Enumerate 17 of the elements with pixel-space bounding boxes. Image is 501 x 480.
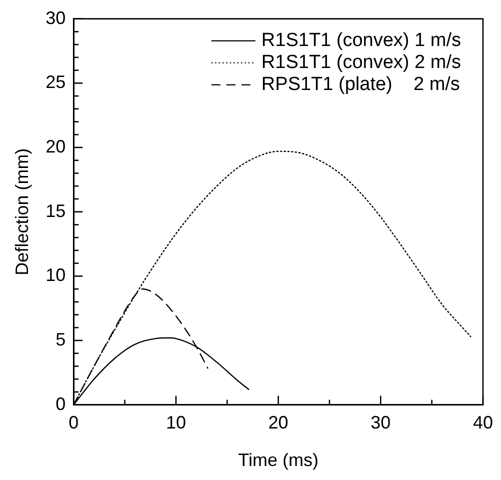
x-tick-label: 20 — [268, 412, 288, 433]
legend-label: R1S1T1 (convex) 1 m/s — [261, 30, 461, 52]
legend-label: RPS1T1 (plate) 2 m/s — [261, 74, 460, 96]
y-tick-label: 30 — [46, 8, 66, 28]
legend-label: R1S1T1 (convex) 2 m/s — [261, 52, 461, 74]
x-tick-label: 40 — [472, 412, 494, 433]
x-tick-label: 10 — [166, 412, 186, 433]
y-tick-label: 10 — [46, 265, 66, 286]
y-tick-label: 15 — [46, 200, 66, 221]
y-tick-label: 20 — [46, 136, 66, 156]
y-axis-title: Deflection (mm) — [12, 148, 32, 276]
x-tick-label: 0 — [68, 412, 79, 433]
y-tick-label: 25 — [46, 72, 66, 92]
y-tick-label: 5 — [56, 329, 66, 350]
x-axis-title: Time (ms) — [238, 450, 318, 470]
y-tick-label: 0 — [56, 394, 66, 414]
x-tick-label: 30 — [370, 412, 391, 433]
